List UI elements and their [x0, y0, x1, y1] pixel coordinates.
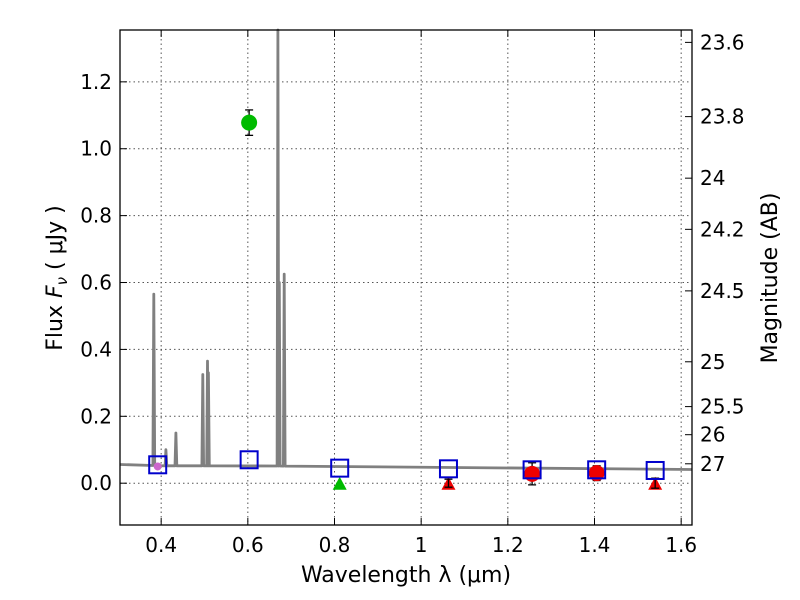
y-axis-title-subscript: ν — [53, 277, 71, 285]
mag-tick-label: 25 — [700, 350, 725, 374]
small-marker-point — [153, 462, 162, 471]
spectrum-layer — [119, 28, 693, 471]
x-tick-label: 1.4 — [579, 533, 611, 557]
marker-layer — [148, 109, 665, 490]
model-photometry-point — [645, 460, 665, 480]
y-axis-title-symbol: F — [43, 285, 68, 298]
y-axis-title: Flux Fν ( μJy ) — [43, 205, 71, 350]
x-tick-label: 0.8 — [319, 533, 351, 557]
mag-tick-label: 25.5 — [700, 395, 745, 419]
mag-tick-label: 23.8 — [700, 105, 745, 129]
x-tick-label: 1.2 — [492, 533, 524, 557]
y-axis-title-unit: ( μJy ) — [43, 205, 68, 277]
mag-tick-label: 27 — [700, 452, 725, 476]
y-axis-title-prefix: Flux — [43, 298, 68, 351]
model-photometry-point — [438, 459, 458, 479]
detection-point — [588, 465, 605, 482]
y-tick-label: 1.2 — [80, 70, 112, 94]
x-axis-title: Wavelength λ (μm) — [301, 563, 511, 588]
model-photometry-point — [148, 455, 168, 475]
model-photometry-point — [239, 450, 259, 470]
y-tick-label: 0.8 — [80, 204, 112, 228]
y-tick-label: 0.0 — [80, 471, 112, 495]
x-tick-label: 0.6 — [232, 533, 264, 557]
y-tick-label: 1.0 — [80, 137, 112, 161]
grid-layer — [120, 30, 692, 525]
y2-axis-title: Magnitude (AB) — [758, 193, 783, 364]
mag-tick-label: 24 — [700, 166, 725, 190]
mag-tick-label: 23.6 — [700, 30, 745, 54]
detection-point — [241, 114, 258, 131]
y-tick-label: 0.4 — [80, 337, 112, 361]
model-photometry-point — [330, 458, 350, 478]
x-tick-label: 1 — [415, 533, 428, 557]
mag-tick-label: 24.5 — [700, 279, 745, 303]
x-tick-label: 1.6 — [665, 533, 697, 557]
plot-frame — [119, 29, 693, 526]
model-photometry-point — [522, 460, 542, 480]
x-tick-label: 0.4 — [145, 533, 177, 557]
mag-tick-label: 24.2 — [700, 217, 745, 241]
detection-point — [524, 465, 541, 482]
upper-limit-point — [332, 476, 347, 490]
mag-tick-label: 26 — [700, 423, 725, 447]
model-photometry-point — [587, 460, 607, 480]
y-tick-label: 0.6 — [80, 271, 112, 295]
spectrum-line — [119, 28, 693, 471]
y-tick-label: 0.2 — [80, 404, 112, 428]
tick-layer: 0.4 0.6 0.8 1 1.2 1.4 1.6 0.0 0.2 0.4 0.6 0.8 1.0 1.2… — [80, 30, 745, 557]
